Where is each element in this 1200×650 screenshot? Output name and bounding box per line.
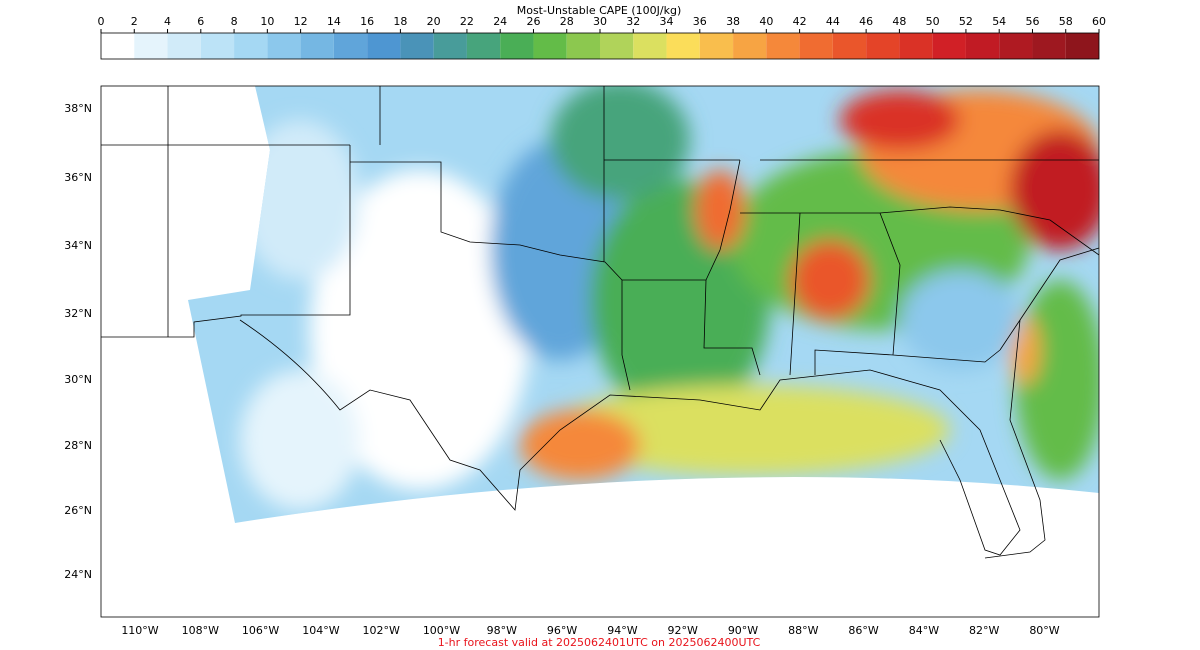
colorbar-tick-label: 36	[693, 15, 707, 28]
colorbar-swatch	[101, 33, 135, 59]
colorbar-tick-label: 2	[131, 15, 138, 28]
colorbar-swatch	[300, 33, 334, 59]
latitude-label: 36°N	[64, 171, 92, 184]
colorbar-swatch	[733, 33, 767, 59]
colorbar-swatch	[666, 33, 700, 59]
colorbar-swatch	[466, 33, 501, 59]
colorbar-tick-label: 58	[1059, 15, 1073, 28]
colorbar-swatch	[1065, 33, 1099, 59]
colorbar-swatch	[766, 33, 800, 59]
colorbar-swatch	[965, 33, 1000, 59]
colorbar-swatch	[866, 33, 900, 59]
colorbar-swatch	[333, 33, 368, 59]
colorbar-tick-label: 20	[427, 15, 441, 28]
colorbar-tick-label: 22	[460, 15, 474, 28]
colorbar-swatch	[367, 33, 401, 59]
colorbar-swatch	[533, 33, 567, 59]
colorbar-swatch	[600, 33, 634, 59]
colorbar-tick-label: 46	[859, 15, 873, 28]
colorbar: 0 2 4 6 8 10 12 14 16 18 20 22 24 26 28 30 32 34 36 38 40 42 4…	[98, 15, 1106, 60]
colorbar-swatch	[699, 33, 734, 59]
colorbar-swatch	[999, 33, 1033, 59]
colorbar-tick-label: 6	[197, 15, 204, 28]
longitude-label: 92°W	[668, 624, 698, 637]
longitude-label: 86°W	[848, 624, 878, 637]
colorbar-swatch	[633, 33, 667, 59]
colorbar-tick-label: 24	[493, 15, 507, 28]
latitude-label: 32°N	[64, 307, 92, 320]
colorbar-swatch	[566, 33, 600, 59]
colorbar-swatch	[234, 33, 268, 59]
colorbar-tick-label: 32	[626, 15, 640, 28]
colorbar-tick-label: 8	[231, 15, 238, 28]
colorbar-tick-label: 26	[526, 15, 540, 28]
colorbar-swatch	[500, 33, 534, 59]
latitude-label: 34°N	[64, 239, 92, 252]
longitude-label: 88°W	[788, 624, 818, 637]
colorbar-swatch	[1032, 33, 1066, 59]
colorbar-swatch	[200, 33, 235, 59]
longitude-label: 104°W	[302, 624, 339, 637]
latitude-label: 38°N	[64, 102, 92, 115]
map-panel	[100, 85, 1100, 618]
longitude-labels: 110°W 108°W 106°W 104°W 102°W 100°W 98°W 96°W 94…	[121, 624, 1059, 637]
longitude-label: 84°W	[909, 624, 939, 637]
colorbar-tick-label: 0	[98, 15, 105, 28]
longitude-label: 94°W	[607, 624, 637, 637]
longitude-label: 82°W	[969, 624, 999, 637]
colorbar-title: Most-Unstable CAPE (100J/kg)	[517, 4, 682, 17]
colorbar-tick-label: 52	[959, 15, 973, 28]
colorbar-swatch	[932, 33, 966, 59]
colorbar-swatch	[134, 33, 168, 59]
colorbar-swatch	[267, 33, 301, 59]
colorbar-tick-label: 16	[360, 15, 374, 28]
forecast-footer: 1-hr forecast valid at 2025062401UTC on …	[438, 636, 761, 649]
latitude-label: 28°N	[64, 439, 92, 452]
colorbar-swatch	[899, 33, 933, 59]
colorbar-tick-label: 54	[992, 15, 1006, 28]
longitude-label: 110°W	[121, 624, 158, 637]
longitude-label: 106°W	[242, 624, 279, 637]
cape-field	[188, 86, 1099, 523]
longitude-label: 98°W	[487, 624, 517, 637]
latitude-label: 26°N	[64, 504, 92, 517]
colorbar-swatch	[433, 33, 467, 59]
colorbar-tick-label: 14	[327, 15, 341, 28]
latitude-label: 24°N	[64, 568, 92, 581]
colorbar-tick-label: 4	[164, 15, 171, 28]
colorbar-tick-label: 28	[560, 15, 574, 28]
colorbar-tick-label: 30	[593, 15, 607, 28]
longitude-label: 80°W	[1029, 624, 1059, 637]
longitude-label: 100°W	[423, 624, 460, 637]
longitude-label: 102°W	[363, 624, 400, 637]
colorbar-tick-label: 10	[260, 15, 274, 28]
longitude-label: 108°W	[182, 624, 219, 637]
colorbar-tick-label: 56	[1025, 15, 1039, 28]
colorbar-tick-label: 50	[926, 15, 940, 28]
colorbar-tick-label: 48	[892, 15, 906, 28]
map-frame	[100, 85, 1100, 618]
colorbar-tick-label: 60	[1092, 15, 1106, 28]
colorbar-tick-label: 18	[393, 15, 407, 28]
colorbar-tick-label: 44	[826, 15, 840, 28]
colorbar-swatch	[400, 33, 434, 59]
colorbar-swatch	[167, 33, 201, 59]
longitude-label: 90°W	[728, 624, 758, 637]
colorbar-tick-label: 34	[660, 15, 674, 28]
colorbar-tick-label: 38	[726, 15, 740, 28]
longitude-label: 96°W	[547, 624, 577, 637]
colorbar-swatch	[799, 33, 833, 59]
latitude-label: 30°N	[64, 373, 92, 386]
colorbar-tick-label: 12	[294, 15, 308, 28]
colorbar-tick-label: 40	[759, 15, 773, 28]
state-borders	[101, 86, 1100, 559]
colorbar-tick-label: 42	[793, 15, 807, 28]
latitude-labels: 38°N 36°N 34°N 32°N 30°N 28°N 26°N 24°N	[64, 102, 92, 581]
colorbar-swatch	[832, 33, 867, 59]
